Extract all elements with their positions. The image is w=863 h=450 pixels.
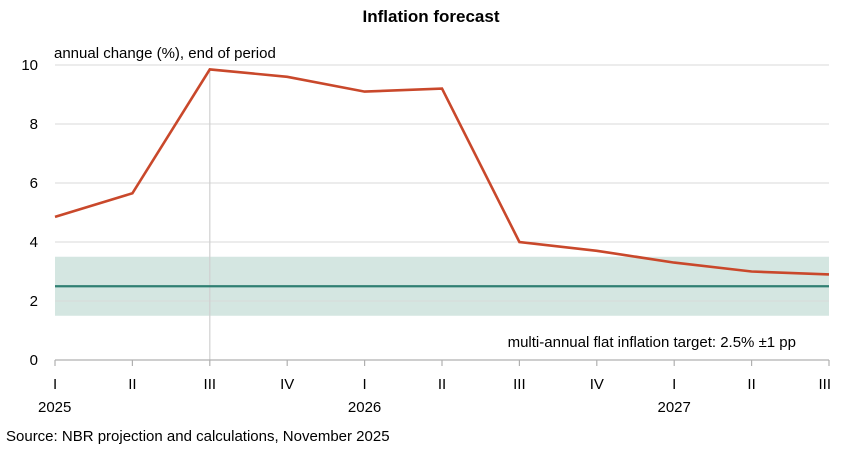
x-tick-label: IV (590, 376, 604, 393)
x-year-label: 2026 (348, 399, 381, 416)
y-tick-label: 10 (21, 57, 38, 74)
series-layer (54, 68, 830, 276)
x-year-label: 2025 (38, 399, 71, 416)
x-tick-label: I (53, 376, 57, 393)
source-note: Source: NBR projection and calculations,… (6, 428, 390, 445)
series-line-0 (54, 68, 830, 276)
x-tick-label: III (818, 376, 831, 393)
y-tick-label: 6 (30, 175, 38, 192)
gridlines (55, 64, 829, 360)
y-axis-label: annual change (%), end of period (54, 45, 276, 62)
x-tick-label: I (363, 376, 367, 393)
x-tick-label: II (747, 376, 755, 393)
y-tick-label: 2 (30, 293, 38, 310)
x-tick-label: III (204, 376, 217, 393)
x-tick-label: II (438, 376, 446, 393)
x-tick-label: I (672, 376, 676, 393)
y-tick-label: 4 (30, 234, 38, 251)
x-year-label: 2027 (658, 399, 691, 416)
chart-title: Inflation forecast (363, 7, 500, 26)
y-tick-label: 8 (30, 116, 38, 133)
target-label: multi-annual flat inflation target: 2.5%… (508, 334, 796, 351)
x-tick-label: IV (280, 376, 294, 393)
y-tick-label: 0 (30, 352, 38, 369)
y-axis-ticks: 0 2 4 6 8 10 (21, 57, 38, 369)
x-tick-label: III (513, 376, 526, 393)
x-tick-label: II (128, 376, 136, 393)
